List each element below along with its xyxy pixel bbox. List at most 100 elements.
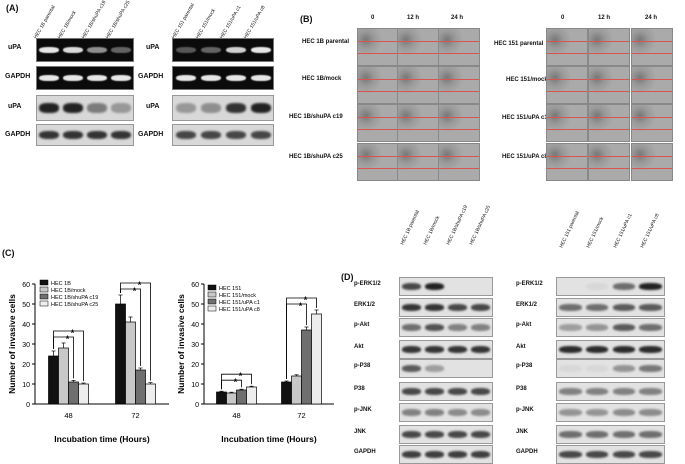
- legend-label: HEC 1B/shuPA c19: [51, 295, 98, 301]
- wound-edge-line: [632, 117, 672, 118]
- row-label: ERK1/2: [516, 302, 538, 308]
- significance-bracket: [221, 379, 242, 390]
- y-tick-label: 60: [191, 282, 199, 289]
- wound-edge-line: [358, 91, 398, 92]
- band: [447, 346, 468, 354]
- time-header: 12 h: [407, 15, 420, 21]
- band: [401, 431, 422, 439]
- band: [225, 131, 246, 140]
- band: [87, 46, 107, 54]
- wound-image: [588, 28, 630, 66]
- wound-image: [438, 28, 480, 66]
- row-label: p-Akt: [354, 322, 370, 328]
- band: [111, 131, 131, 140]
- blot-gapdh-rna-right: [172, 66, 274, 90]
- wound-edge-line: [398, 117, 438, 118]
- wound-edge-line: [358, 79, 398, 80]
- row-label: p-ERK1/2: [516, 281, 543, 287]
- wound-edge-line: [547, 41, 587, 42]
- wound-edge-line: [439, 79, 479, 80]
- blot-gapdh-protein-left: [36, 124, 134, 146]
- wound-image: [438, 143, 480, 181]
- lane-label: HEC 151/uPA c1: [218, 4, 243, 41]
- band: [424, 324, 445, 332]
- wound-row-label: HEC 151/uPA c1: [502, 115, 548, 121]
- legend-swatch: [39, 279, 49, 286]
- band: [424, 409, 445, 417]
- wound-image: [357, 143, 399, 181]
- band: [585, 324, 609, 332]
- wound-image: [546, 104, 588, 142]
- western-blot-strip: [399, 425, 493, 444]
- lane-label: HEC 151 parental: [558, 210, 581, 249]
- band: [63, 46, 83, 54]
- band: [559, 324, 582, 332]
- time-header: 24 h: [451, 15, 464, 21]
- band: [447, 388, 468, 396]
- legend-label: HEC 151/mock: [219, 293, 256, 299]
- row-label: uPA: [146, 44, 160, 51]
- wound-row-label: HEC 1B/shuPA c25: [289, 154, 343, 160]
- western-blot-strip: [556, 298, 665, 317]
- wound-edge-line: [589, 79, 629, 80]
- band: [87, 131, 107, 140]
- wound-edge-line: [632, 156, 672, 157]
- band: [447, 324, 468, 332]
- lane-label: HEC 151/uPA c8: [639, 212, 661, 249]
- band: [639, 283, 662, 291]
- bar: [216, 391, 227, 405]
- row-label: P38: [516, 386, 527, 392]
- lane-label: HEC 151/mock: [585, 215, 606, 249]
- bar: [135, 369, 146, 405]
- wound-edge-line: [547, 117, 587, 118]
- wound-image: [357, 66, 399, 104]
- row-label: P38: [354, 386, 365, 392]
- legend-swatch: [39, 286, 49, 293]
- significance-star: *: [239, 371, 243, 381]
- bar: [115, 303, 126, 405]
- lane-label: HEC 1B/shuPA c19: [445, 204, 470, 246]
- bar: [246, 386, 257, 405]
- wound-edge-line: [547, 168, 587, 169]
- legend-label: HEC 151: [219, 286, 241, 292]
- x-tick-label: 72: [297, 411, 305, 420]
- wound-image: [357, 28, 399, 66]
- band: [63, 131, 83, 140]
- band: [470, 431, 491, 439]
- row-label: p-P38: [516, 363, 533, 369]
- band: [111, 74, 131, 82]
- time-header: 0: [371, 15, 375, 21]
- band: [250, 131, 271, 140]
- significance-bracket: [53, 330, 84, 381]
- legend-swatch: [39, 300, 49, 307]
- band: [639, 365, 662, 373]
- western-blot-strip: [556, 425, 665, 444]
- band: [63, 103, 83, 114]
- wound-edge-line: [589, 168, 629, 169]
- panel-a-label: (A): [6, 3, 19, 13]
- wound-image: [588, 66, 630, 104]
- time-header: 24 h: [645, 15, 658, 21]
- band: [470, 388, 491, 396]
- row-label: ERK1/2: [354, 302, 376, 308]
- western-blot-strip: [399, 403, 493, 422]
- blot-upa-protein-left: [36, 95, 134, 121]
- row-label: p-JNK: [516, 407, 534, 413]
- bar: [48, 355, 59, 405]
- bar: [58, 347, 69, 405]
- lane-label: HEC 151/uPA c1: [612, 212, 634, 249]
- x-tick-label: 48: [232, 411, 240, 420]
- blot-gapdh-rna-left: [36, 66, 134, 90]
- band: [200, 46, 221, 54]
- band: [401, 388, 422, 396]
- row-label: uPA: [8, 44, 22, 51]
- panel-d-label: (D): [341, 272, 354, 282]
- wound-edge-line: [439, 53, 479, 54]
- row-label: p-Akt: [516, 322, 532, 328]
- blot-gapdh-protein-right: [172, 124, 274, 146]
- wound-edge-line: [589, 53, 629, 54]
- wound-edge-line: [398, 53, 438, 54]
- wound-image: [397, 143, 439, 181]
- band: [225, 103, 246, 114]
- band: [111, 46, 131, 54]
